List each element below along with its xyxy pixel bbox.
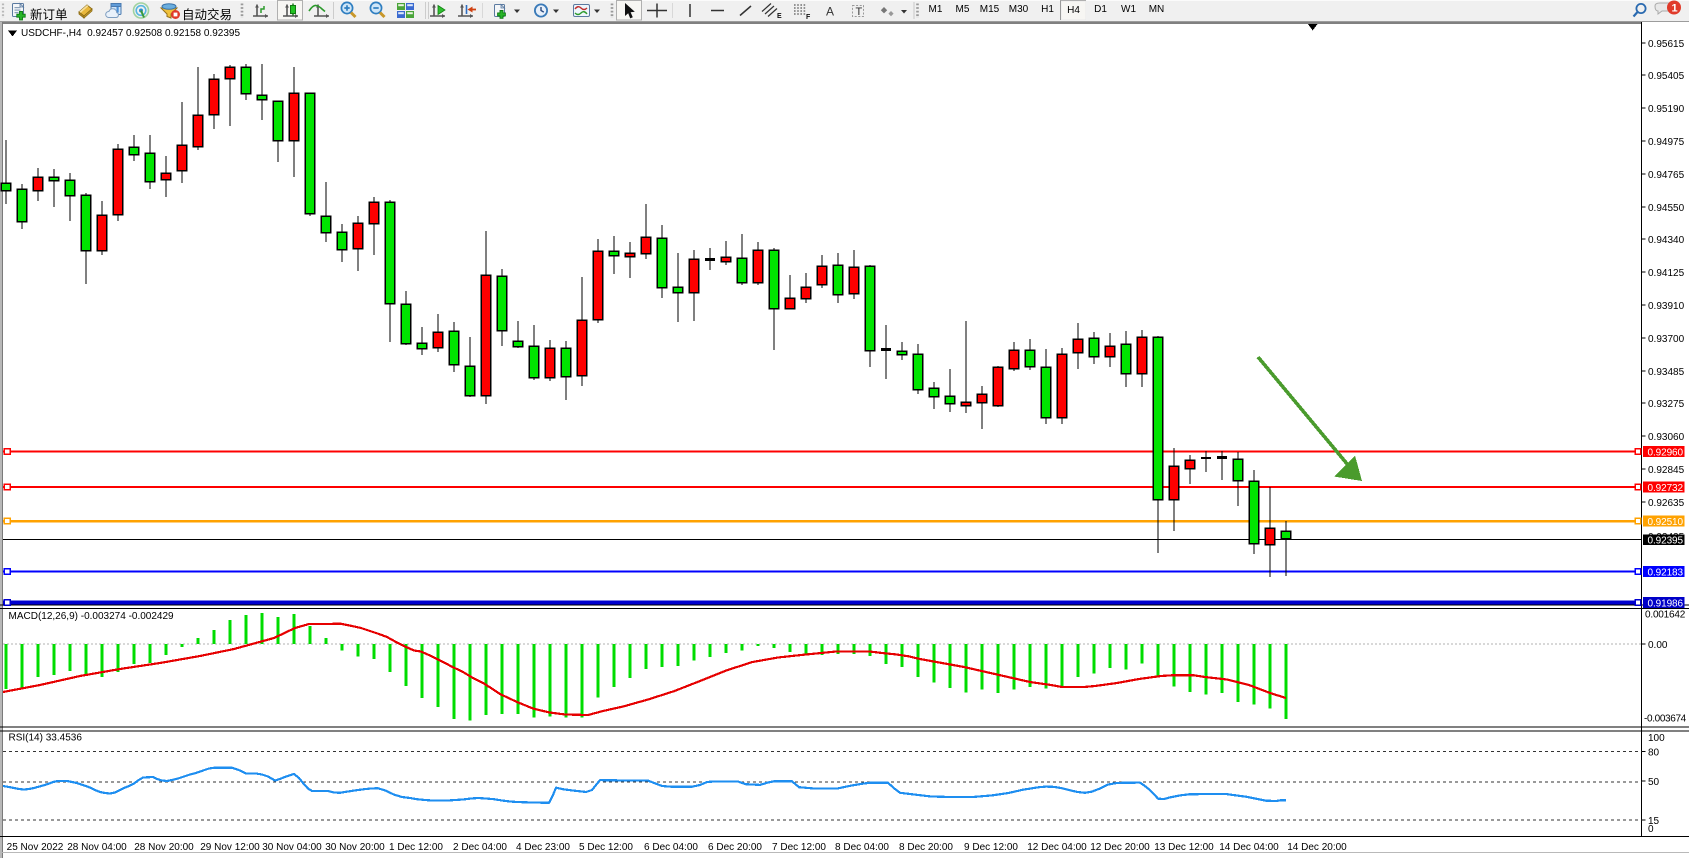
svg-text:30 Nov 04:00: 30 Nov 04:00 (262, 842, 322, 853)
svg-text:28 Nov 04:00: 28 Nov 04:00 (67, 842, 127, 853)
svg-text:0.95615: 0.95615 (1648, 39, 1685, 50)
svg-text:1 Dec 12:00: 1 Dec 12:00 (389, 842, 443, 853)
svg-text:0.94550: 0.94550 (1648, 203, 1685, 214)
svg-text:0.92845: 0.92845 (1648, 465, 1685, 476)
svg-text:14 Dec 20:00: 14 Dec 20:00 (1287, 842, 1347, 853)
svg-text:0.92395: 0.92395 (1648, 535, 1684, 546)
svg-text:15: 15 (1648, 816, 1660, 827)
svg-text:8 Dec 20:00: 8 Dec 20:00 (899, 842, 953, 853)
svg-text:0.92635: 0.92635 (1648, 498, 1685, 509)
svg-text:12 Dec 20:00: 12 Dec 20:00 (1090, 842, 1150, 853)
svg-text:0.94125: 0.94125 (1648, 268, 1685, 279)
svg-text:0.94340: 0.94340 (1648, 235, 1685, 246)
svg-text:T: T (856, 6, 863, 18)
svg-text:12 Dec 04:00: 12 Dec 04:00 (1027, 842, 1087, 853)
svg-text:0.93910: 0.93910 (1648, 301, 1685, 312)
svg-text:14 Dec 04:00: 14 Dec 04:00 (1219, 842, 1279, 853)
svg-text:0.94765: 0.94765 (1648, 170, 1685, 181)
svg-text:8 Dec 04:00: 8 Dec 04:00 (835, 842, 889, 853)
svg-text:0.95190: 0.95190 (1648, 104, 1685, 115)
svg-text:0.93700: 0.93700 (1648, 334, 1685, 345)
svg-text:30 Nov 20:00: 30 Nov 20:00 (325, 842, 385, 853)
svg-text:F: F (806, 14, 811, 21)
svg-text:6 Dec 20:00: 6 Dec 20:00 (708, 842, 762, 853)
svg-text:0: 0 (1648, 824, 1654, 835)
svg-text:25 Nov 2022: 25 Nov 2022 (7, 842, 64, 853)
svg-text:7 Dec 12:00: 7 Dec 12:00 (772, 842, 826, 853)
svg-text:0.93275: 0.93275 (1648, 399, 1685, 410)
svg-text:2 Dec 04:00: 2 Dec 04:00 (453, 842, 507, 853)
svg-text:1: 1 (1672, 3, 1678, 15)
svg-text:50: 50 (1648, 777, 1660, 788)
svg-text:0.92510: 0.92510 (1648, 517, 1684, 528)
svg-text:E: E (777, 13, 782, 20)
svg-text:0.94975: 0.94975 (1648, 137, 1685, 148)
svg-text:0.95405: 0.95405 (1648, 71, 1685, 82)
svg-text:-0.003674: -0.003674 (1644, 714, 1687, 725)
svg-text:0.91986: 0.91986 (1648, 598, 1684, 609)
svg-text:0.92183: 0.92183 (1648, 567, 1684, 578)
svg-text:4 Dec 23:00: 4 Dec 23:00 (516, 842, 570, 853)
svg-text:80: 80 (1648, 748, 1660, 759)
svg-text:USDCHF-,H4 0.92457 0.92508 0.: USDCHF-,H4 0.92457 0.92508 0.92158 0.923… (21, 28, 240, 39)
svg-text:A: A (826, 5, 834, 19)
svg-text:100: 100 (1648, 733, 1665, 744)
svg-text:9 Dec 12:00: 9 Dec 12:00 (964, 842, 1018, 853)
svg-text:MACD(12,26,9) -0.003274 -0.002: MACD(12,26,9) -0.003274 -0.002429 (9, 611, 175, 622)
svg-text:0.92732: 0.92732 (1648, 483, 1684, 494)
svg-text:5 Dec 12:00: 5 Dec 12:00 (579, 842, 633, 853)
svg-text:29 Nov 12:00: 29 Nov 12:00 (200, 842, 260, 853)
svg-text:0.00: 0.00 (1648, 640, 1668, 651)
svg-text:13 Dec 12:00: 13 Dec 12:00 (1154, 842, 1214, 853)
svg-text:0.93060: 0.93060 (1648, 432, 1685, 443)
svg-text:0.93485: 0.93485 (1648, 367, 1685, 378)
svg-text:0.92960: 0.92960 (1648, 447, 1684, 458)
svg-text:0.001642: 0.001642 (1645, 610, 1686, 621)
svg-text:28 Nov 20:00: 28 Nov 20:00 (134, 842, 194, 853)
svg-text:RSI(14) 33.4536: RSI(14) 33.4536 (9, 733, 83, 744)
svg-text:6 Dec 04:00: 6 Dec 04:00 (644, 842, 698, 853)
